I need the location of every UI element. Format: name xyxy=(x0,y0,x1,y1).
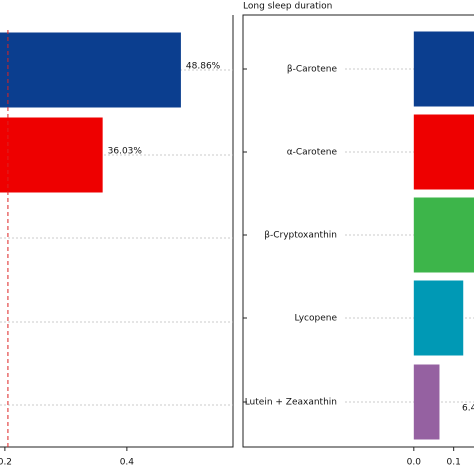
bar xyxy=(413,31,474,107)
x-tick-label: 0.1 xyxy=(447,458,461,468)
bar xyxy=(413,114,474,190)
x-tick-label: 0.4 xyxy=(120,458,135,468)
bar xyxy=(413,364,440,440)
value-label: 48.86% xyxy=(186,62,221,72)
value-label: 6.44% xyxy=(462,404,474,414)
x-tick-label: 0.0 xyxy=(407,458,422,468)
bar xyxy=(413,280,464,356)
y-tick-label: α-Carotene xyxy=(287,148,338,158)
value-label: 36.03% xyxy=(108,147,143,157)
panel-frame xyxy=(0,15,234,448)
y-tick-label: Lycopene xyxy=(295,314,338,324)
y-tick-label: β-Carotene xyxy=(287,65,338,75)
bar xyxy=(0,32,181,108)
panel-frame xyxy=(242,14,474,448)
y-tick-label: Lutein + Zeaxanthin xyxy=(245,398,337,408)
chart-title: Long sleep duration xyxy=(243,2,332,12)
bar xyxy=(413,197,474,273)
x-tick-label: 0.2 xyxy=(0,458,12,468)
bar xyxy=(0,117,103,193)
y-tick-label: β-Cryptoxanthin xyxy=(264,231,337,241)
